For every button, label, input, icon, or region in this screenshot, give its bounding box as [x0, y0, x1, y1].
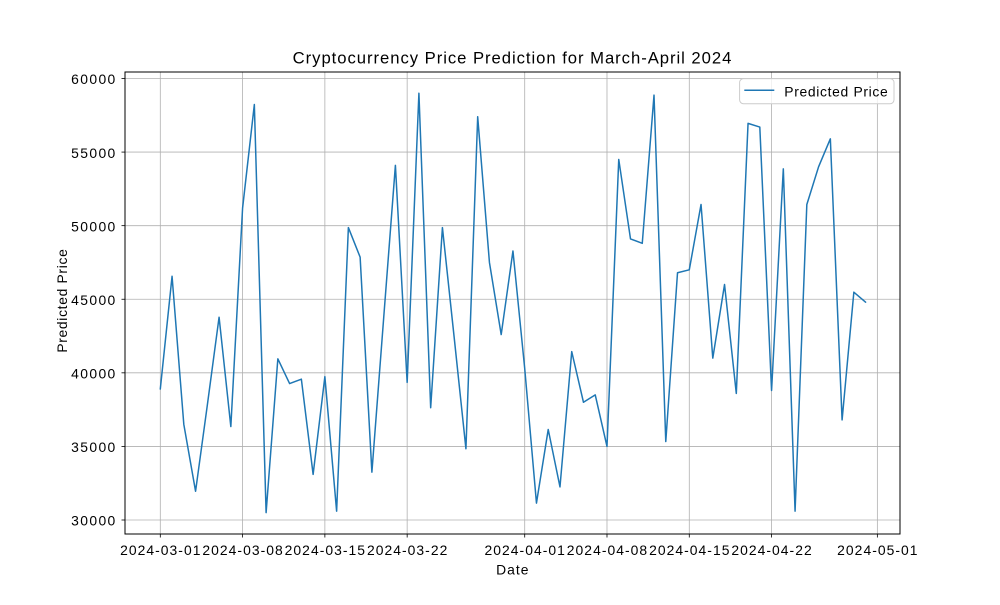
- svg-text:35000: 35000: [71, 439, 117, 455]
- svg-text:Date: Date: [496, 561, 529, 577]
- svg-text:2024-03-08: 2024-03-08: [202, 542, 283, 558]
- svg-text:2024-04-15: 2024-04-15: [649, 542, 730, 558]
- svg-text:Cryptocurrency Price Predictio: Cryptocurrency Price Prediction for Marc…: [293, 48, 733, 67]
- svg-text:50000: 50000: [71, 218, 117, 234]
- svg-text:Predicted Price: Predicted Price: [54, 249, 70, 353]
- svg-text:2024-04-01: 2024-04-01: [485, 542, 566, 558]
- svg-text:40000: 40000: [71, 366, 117, 382]
- svg-text:Predicted Price: Predicted Price: [784, 84, 888, 100]
- svg-text:2024-03-15: 2024-03-15: [285, 542, 366, 558]
- svg-text:2024-04-22: 2024-04-22: [731, 542, 812, 558]
- svg-text:55000: 55000: [71, 145, 117, 161]
- svg-text:30000: 30000: [71, 513, 117, 529]
- svg-text:2024-03-01: 2024-03-01: [120, 542, 201, 558]
- svg-text:2024-05-01: 2024-05-01: [837, 542, 918, 558]
- svg-text:45000: 45000: [71, 292, 117, 308]
- svg-text:2024-04-08: 2024-04-08: [567, 542, 648, 558]
- svg-text:60000: 60000: [71, 71, 117, 87]
- svg-text:2024-03-22: 2024-03-22: [367, 542, 448, 558]
